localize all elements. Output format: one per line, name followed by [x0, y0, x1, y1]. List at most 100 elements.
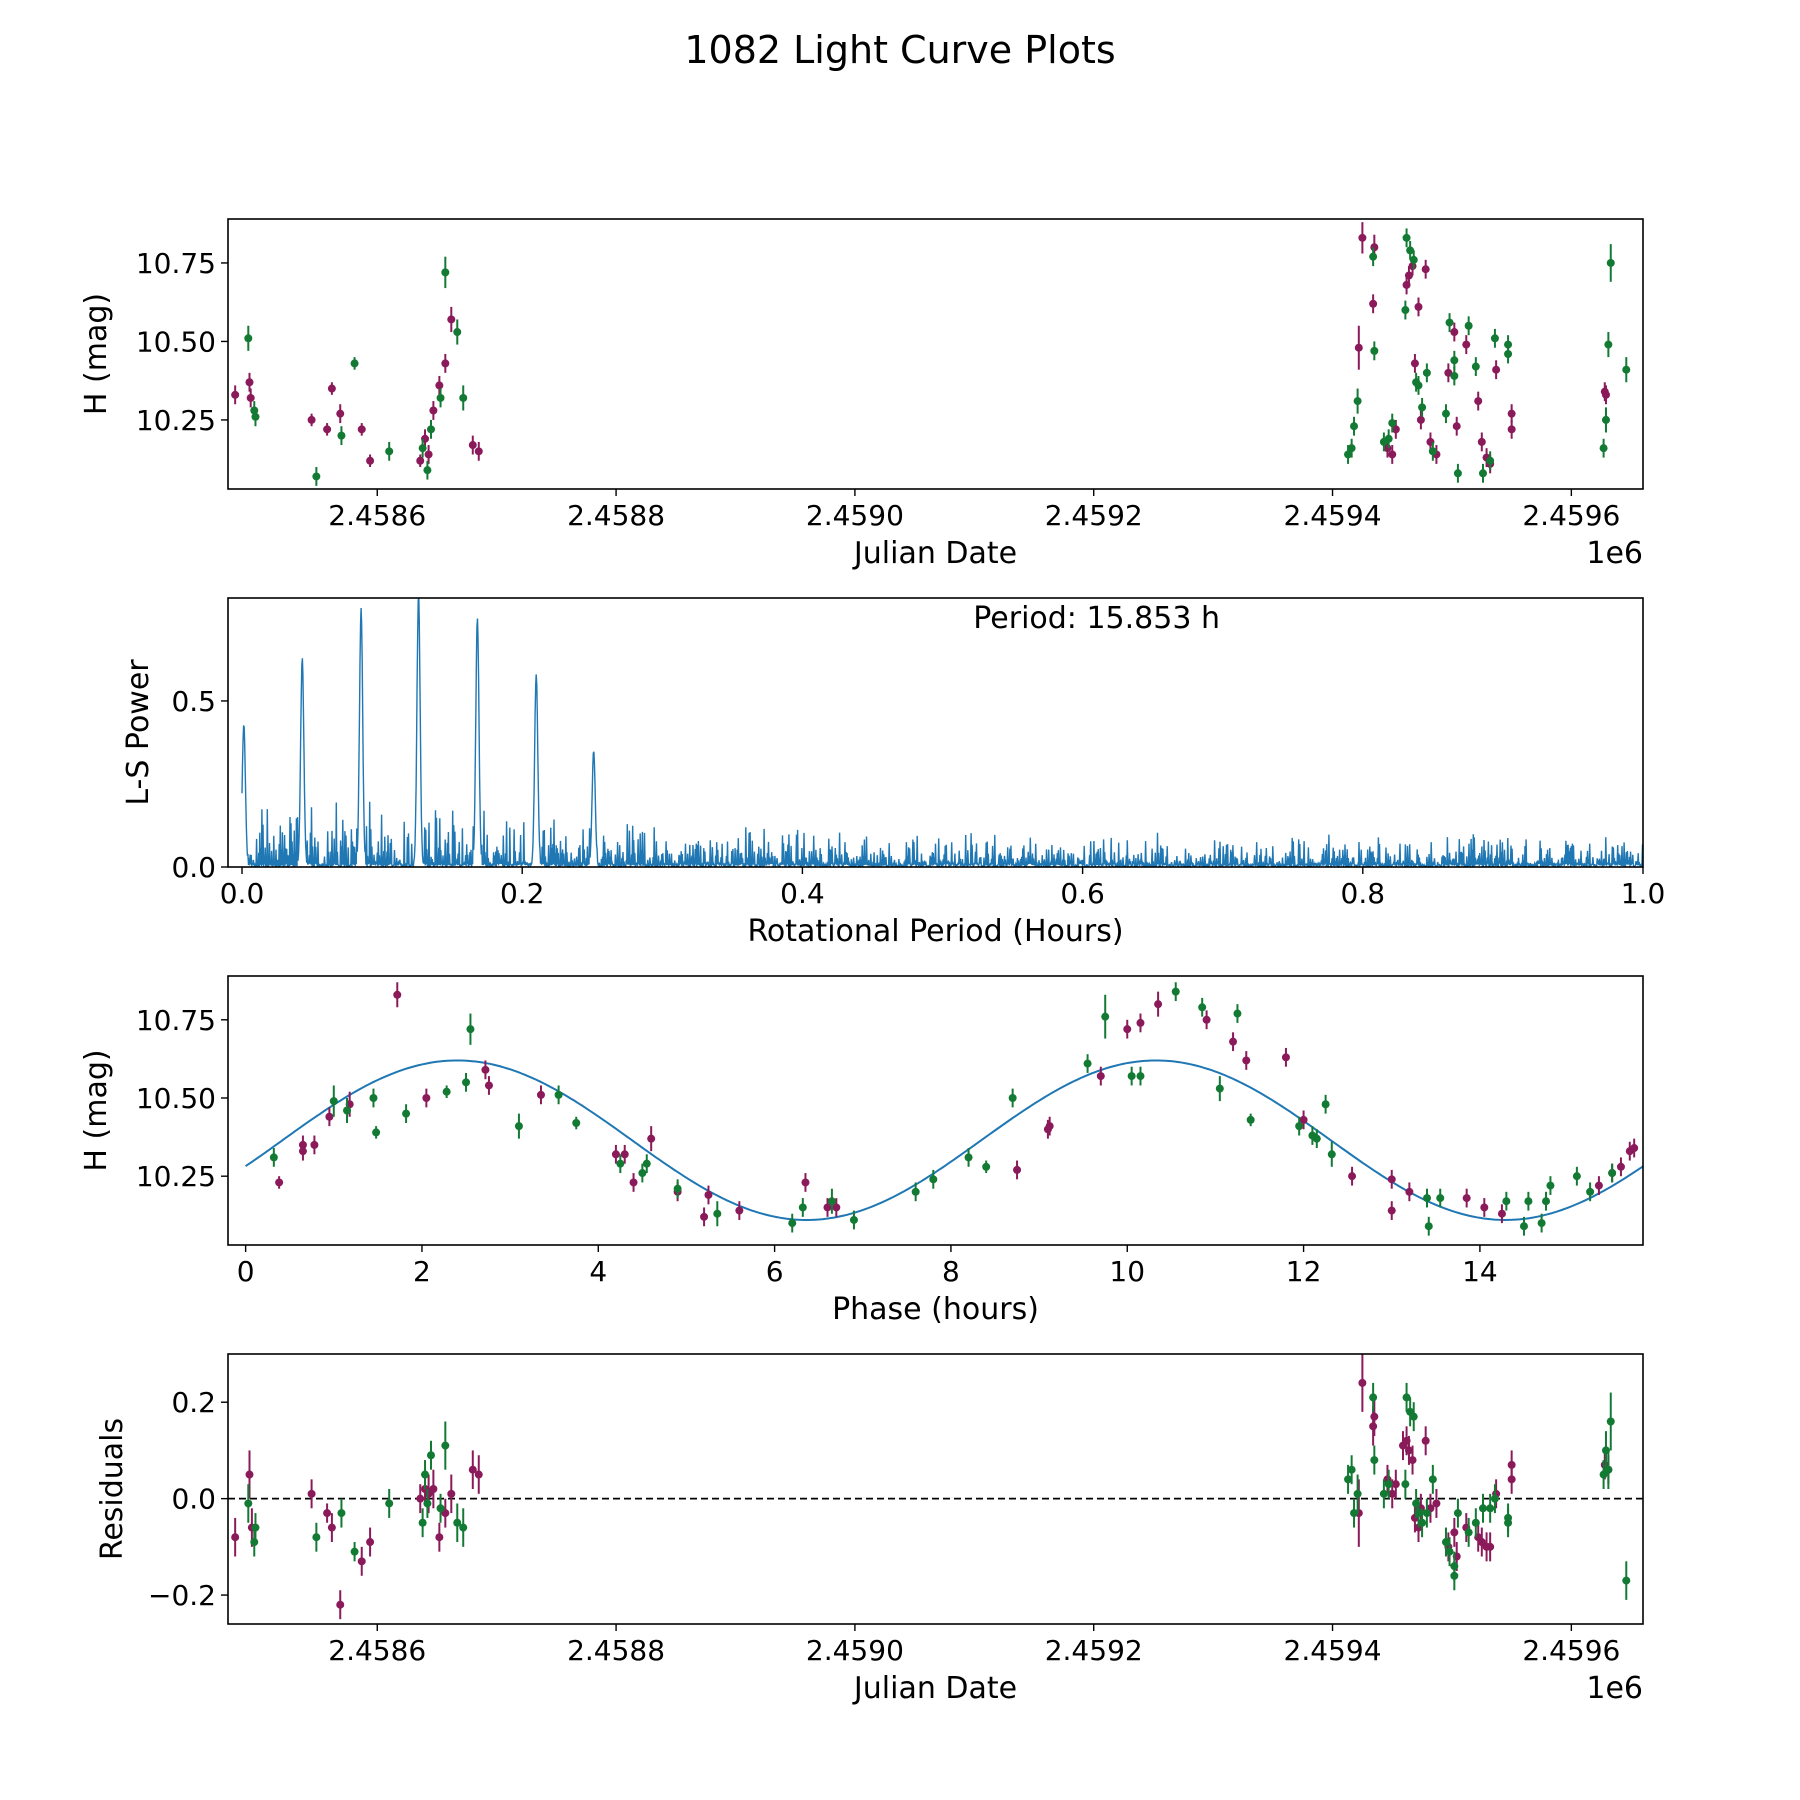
data-point — [1572, 1172, 1581, 1181]
data-point — [1586, 1187, 1595, 1196]
data-point — [1606, 1417, 1615, 1426]
data-point — [827, 1197, 836, 1206]
data-point — [1353, 397, 1362, 406]
data-point — [1410, 359, 1419, 368]
data-point — [1478, 1504, 1487, 1513]
data-point — [1409, 255, 1418, 264]
x-tick-label: 0 — [237, 1255, 255, 1288]
periodogram-frame — [227, 597, 1644, 868]
data-point — [1594, 1181, 1603, 1190]
data-point — [1450, 1528, 1459, 1537]
data-point — [1391, 1480, 1400, 1489]
data-point — [329, 1097, 338, 1106]
data-point — [1416, 415, 1425, 424]
data-point — [1379, 1489, 1388, 1498]
data-point — [442, 1087, 451, 1096]
data-point — [1013, 1165, 1022, 1174]
data-point — [393, 990, 402, 999]
data-point — [1502, 1197, 1511, 1206]
data-point — [673, 1184, 682, 1193]
data-point — [1370, 243, 1379, 252]
data-point — [1402, 1393, 1411, 1402]
x-tick-label: 0.4 — [780, 877, 825, 910]
data-point — [429, 406, 438, 415]
data-point — [1347, 444, 1356, 453]
data-point — [1388, 1489, 1397, 1498]
data-point — [1136, 1072, 1145, 1081]
data-point — [620, 1150, 629, 1159]
data-point — [246, 393, 255, 402]
data-point — [385, 1499, 394, 1508]
data-point — [1599, 444, 1608, 453]
data-point — [1295, 1122, 1304, 1131]
x-axis-label: Phase (hours) — [832, 1292, 1039, 1327]
data-point — [250, 1538, 259, 1547]
data-point — [1370, 346, 1379, 355]
data-point — [1453, 469, 1462, 478]
data-point — [1409, 1412, 1418, 1421]
data-point — [1045, 1122, 1054, 1131]
y-tick-label: 0.0 — [171, 1483, 216, 1516]
data-point — [1299, 1115, 1308, 1124]
data-point — [441, 359, 450, 368]
data-point — [436, 393, 445, 402]
data-point — [1404, 271, 1413, 280]
data-point — [336, 409, 345, 418]
data-point — [1229, 1037, 1238, 1046]
data-point — [435, 1533, 444, 1542]
x-tick-label: 2.4586 — [328, 1634, 426, 1667]
data-point — [418, 444, 427, 453]
data-point — [1542, 1197, 1551, 1206]
data-point — [418, 1518, 427, 1527]
data-point — [735, 1206, 744, 1215]
data-point — [611, 1150, 620, 1159]
y-tick-label: 10.75 — [136, 1004, 216, 1037]
data-point — [1370, 1412, 1379, 1421]
page-title: 1082 Light Curve Plots — [684, 28, 1116, 72]
data-point — [441, 1441, 450, 1450]
data-point — [1391, 425, 1400, 434]
data-point — [366, 456, 375, 465]
data-point — [312, 472, 321, 481]
data-point — [1096, 1072, 1105, 1081]
data-point — [1369, 1422, 1378, 1431]
data-point — [1471, 1518, 1480, 1527]
data-point — [964, 1153, 973, 1162]
data-point — [514, 1122, 523, 1131]
x-tick-label: 6 — [766, 1255, 784, 1288]
x-tick-label: 8 — [942, 1255, 960, 1288]
data-point — [572, 1119, 581, 1128]
x-tick-label: 2.4596 — [1522, 499, 1620, 532]
data-point — [1507, 425, 1516, 434]
data-point — [1414, 1509, 1423, 1518]
data-point — [1445, 1547, 1454, 1556]
data-point — [426, 425, 435, 434]
data-point — [1406, 246, 1415, 255]
data-point — [700, 1212, 709, 1221]
data-point — [1441, 409, 1450, 418]
series-band_b — [244, 1382, 1631, 1600]
data-point — [366, 1538, 375, 1547]
data-point — [1464, 1528, 1473, 1537]
data-point — [1154, 1000, 1163, 1009]
data-point — [1462, 340, 1471, 349]
data-point — [459, 1523, 468, 1532]
data-point — [1347, 1465, 1356, 1474]
data-point — [1246, 1115, 1255, 1124]
data-point — [251, 412, 260, 421]
data-point — [1387, 1206, 1396, 1215]
data-point — [1421, 1436, 1430, 1445]
data-point — [244, 334, 253, 343]
residuals-plot-area — [228, 1354, 1643, 1620]
data-point — [350, 359, 359, 368]
data-point — [1101, 1012, 1110, 1021]
data-point — [337, 431, 346, 440]
x-tick-label: 14 — [1462, 1255, 1498, 1288]
data-point — [426, 1451, 435, 1460]
data-point — [462, 1078, 471, 1087]
x-axis-label: Julian Date — [852, 1671, 1017, 1706]
data-point — [1198, 1003, 1207, 1012]
data-point — [704, 1190, 713, 1199]
data-point — [312, 1533, 321, 1542]
